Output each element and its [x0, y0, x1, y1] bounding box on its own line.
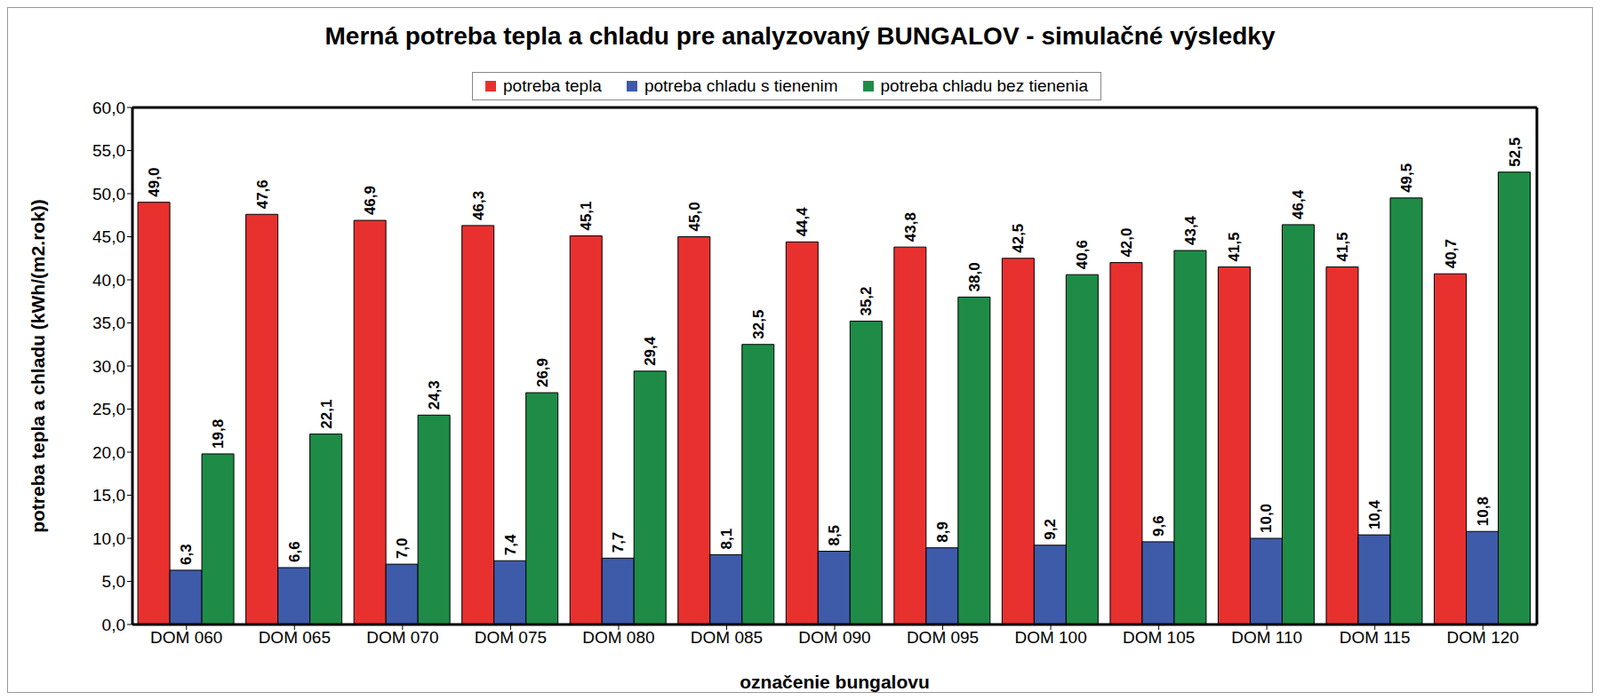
svg-text:DOM 110: DOM 110	[1231, 628, 1303, 648]
svg-text:50,0: 50,0	[92, 184, 126, 204]
svg-text:32,5: 32,5	[750, 310, 768, 340]
svg-text:22,1: 22,1	[318, 400, 336, 430]
svg-text:DOM 085: DOM 085	[690, 628, 763, 648]
svg-text:42,0: 42,0	[1118, 228, 1136, 258]
svg-text:15,0: 15,0	[92, 486, 126, 505]
svg-text:35,0: 35,0	[92, 313, 126, 333]
html-text:Merná potreba tepla a chladu p: Merná potreba tepla a chladu pre analyzo…	[324, 22, 1276, 50]
svg-text:6,6: 6,6	[286, 541, 304, 563]
svg-text:10,0: 10,0	[1257, 504, 1275, 534]
svg-text:52,5: 52,5	[1506, 137, 1524, 168]
svg-text:7,0: 7,0	[393, 537, 411, 560]
svg-text:29,4: 29,4	[641, 336, 659, 367]
svg-text:41,5: 41,5	[1225, 232, 1243, 262]
svg-text:40,6: 40,6	[1073, 240, 1091, 270]
svg-text:DOM 065: DOM 065	[258, 628, 331, 648]
svg-text:8,5: 8,5	[825, 525, 843, 547]
svg-text:10,4: 10,4	[1366, 499, 1384, 530]
svg-text:30,0: 30,0	[92, 357, 126, 376]
svg-text:24,3: 24,3	[425, 380, 443, 410]
svg-text:43,4: 43,4	[1182, 215, 1200, 246]
svg-text:DOM 075: DOM 075	[474, 628, 547, 648]
svg-text:25,0: 25,0	[92, 400, 126, 419]
svg-text:19,8: 19,8	[209, 419, 227, 449]
svg-text:42,5: 42,5	[1009, 224, 1027, 254]
svg-text:49,0: 49,0	[145, 168, 163, 198]
svg-text:60,0: 60,0	[92, 98, 126, 118]
svg-text:7,4: 7,4	[502, 534, 520, 556]
svg-text:6,3: 6,3	[177, 544, 195, 566]
svg-text:9,2: 9,2	[1041, 519, 1059, 541]
svg-text:označenie bungalovu: označenie bungalovu	[739, 672, 930, 693]
svg-text:46,3: 46,3	[470, 191, 488, 221]
svg-text:DOM 100: DOM 100	[1014, 628, 1087, 648]
svg-text:55,0: 55,0	[92, 141, 126, 160]
svg-text:26,9: 26,9	[534, 358, 552, 388]
svg-text:DOM 070: DOM 070	[366, 628, 439, 648]
svg-text:45,1: 45,1	[577, 200, 595, 231]
svg-text:8,9: 8,9	[934, 521, 952, 544]
svg-text:7,7: 7,7	[609, 532, 627, 554]
svg-text:potreba tepla a chladu (kWh/(m: potreba tepla a chladu (kWh/(m2.rok))	[27, 199, 48, 534]
svg-text:10,0: 10,0	[92, 529, 126, 549]
svg-text:41,5: 41,5	[1334, 232, 1352, 262]
svg-text:DOM 115: DOM 115	[1339, 628, 1411, 648]
svg-text:DOM 105: DOM 105	[1122, 628, 1195, 648]
svg-text:10,8: 10,8	[1474, 496, 1492, 527]
svg-text:0,0: 0,0	[102, 616, 126, 635]
svg-text:44,4: 44,4	[793, 207, 811, 238]
svg-text:40,7: 40,7	[1442, 239, 1460, 269]
svg-text:45,0: 45,0	[686, 201, 704, 232]
svg-text:38,0: 38,0	[966, 262, 984, 292]
html-text:potreba chladu s tienenim: potreba chladu s tienenim	[644, 76, 838, 96]
svg-text:9,6: 9,6	[1150, 515, 1168, 537]
html-text:potreba chladu bez tienenia: potreba chladu bez tienenia	[880, 76, 1088, 96]
svg-text:35,2: 35,2	[857, 286, 875, 316]
html-text:potreba tepla: potreba tepla	[503, 76, 602, 96]
svg-text:49,5: 49,5	[1398, 163, 1416, 193]
svg-text:DOM 080: DOM 080	[582, 628, 655, 648]
svg-text:DOM 120: DOM 120	[1447, 628, 1520, 648]
svg-text:8,1: 8,1	[718, 528, 736, 551]
svg-text:DOM 090: DOM 090	[798, 628, 871, 648]
svg-text:20,0: 20,0	[92, 443, 126, 463]
svg-text:46,4: 46,4	[1289, 189, 1307, 220]
svg-text:46,9: 46,9	[361, 185, 379, 216]
svg-text:DOM 060: DOM 060	[150, 628, 223, 648]
svg-text:DOM 095: DOM 095	[906, 628, 979, 648]
svg-text:5,0: 5,0	[102, 572, 126, 592]
svg-text:40,0: 40,0	[92, 271, 126, 290]
svg-text:43,8: 43,8	[902, 212, 920, 242]
svg-text:47,6: 47,6	[254, 179, 272, 209]
svg-text:45,0: 45,0	[92, 227, 126, 247]
